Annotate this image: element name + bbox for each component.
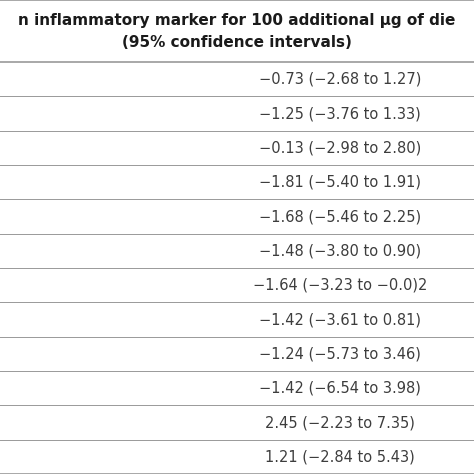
Text: 2.45 (−2.23 to 7.35): 2.45 (−2.23 to 7.35)	[265, 415, 415, 430]
Bar	[0, 96, 474, 131]
Bar	[0, 268, 474, 302]
Bar	[0, 200, 474, 234]
Bar	[0, 234, 474, 268]
Bar	[0, 440, 474, 474]
Text: −1.42 (−3.61 to 0.81): −1.42 (−3.61 to 0.81)	[259, 312, 421, 327]
Bar	[0, 371, 474, 405]
Text: −1.42 (−6.54 to 3.98): −1.42 (−6.54 to 3.98)	[259, 381, 421, 396]
Bar	[0, 337, 474, 371]
Text: −1.24 (−5.73 to 3.46): −1.24 (−5.73 to 3.46)	[259, 346, 421, 361]
Text: −1.48 (−3.80 to 0.90): −1.48 (−3.80 to 0.90)	[259, 243, 421, 258]
Bar	[0, 131, 474, 165]
Text: 1.21 (−2.84 to 5.43): 1.21 (−2.84 to 5.43)	[265, 449, 415, 465]
Text: −1.81 (−5.40 to 1.91): −1.81 (−5.40 to 1.91)	[259, 174, 421, 190]
Bar	[0, 405, 474, 440]
Text: −0.73 (−2.68 to 1.27): −0.73 (−2.68 to 1.27)	[259, 72, 421, 87]
Text: (95% confidence intervals): (95% confidence intervals)	[122, 35, 352, 49]
Bar	[0, 62, 474, 96]
Text: n inflammatory marker for 100 additional μg of die: n inflammatory marker for 100 additional…	[18, 12, 456, 27]
Text: −0.13 (−2.98 to 2.80): −0.13 (−2.98 to 2.80)	[259, 140, 421, 155]
Text: −1.25 (−3.76 to 1.33): −1.25 (−3.76 to 1.33)	[259, 106, 421, 121]
Bar	[0, 0, 474, 62]
Bar	[0, 302, 474, 337]
Text: −1.64 (−3.23 to −0.0)2: −1.64 (−3.23 to −0.0)2	[253, 278, 427, 292]
Text: −1.68 (−5.46 to 2.25): −1.68 (−5.46 to 2.25)	[259, 209, 421, 224]
Bar	[0, 165, 474, 200]
